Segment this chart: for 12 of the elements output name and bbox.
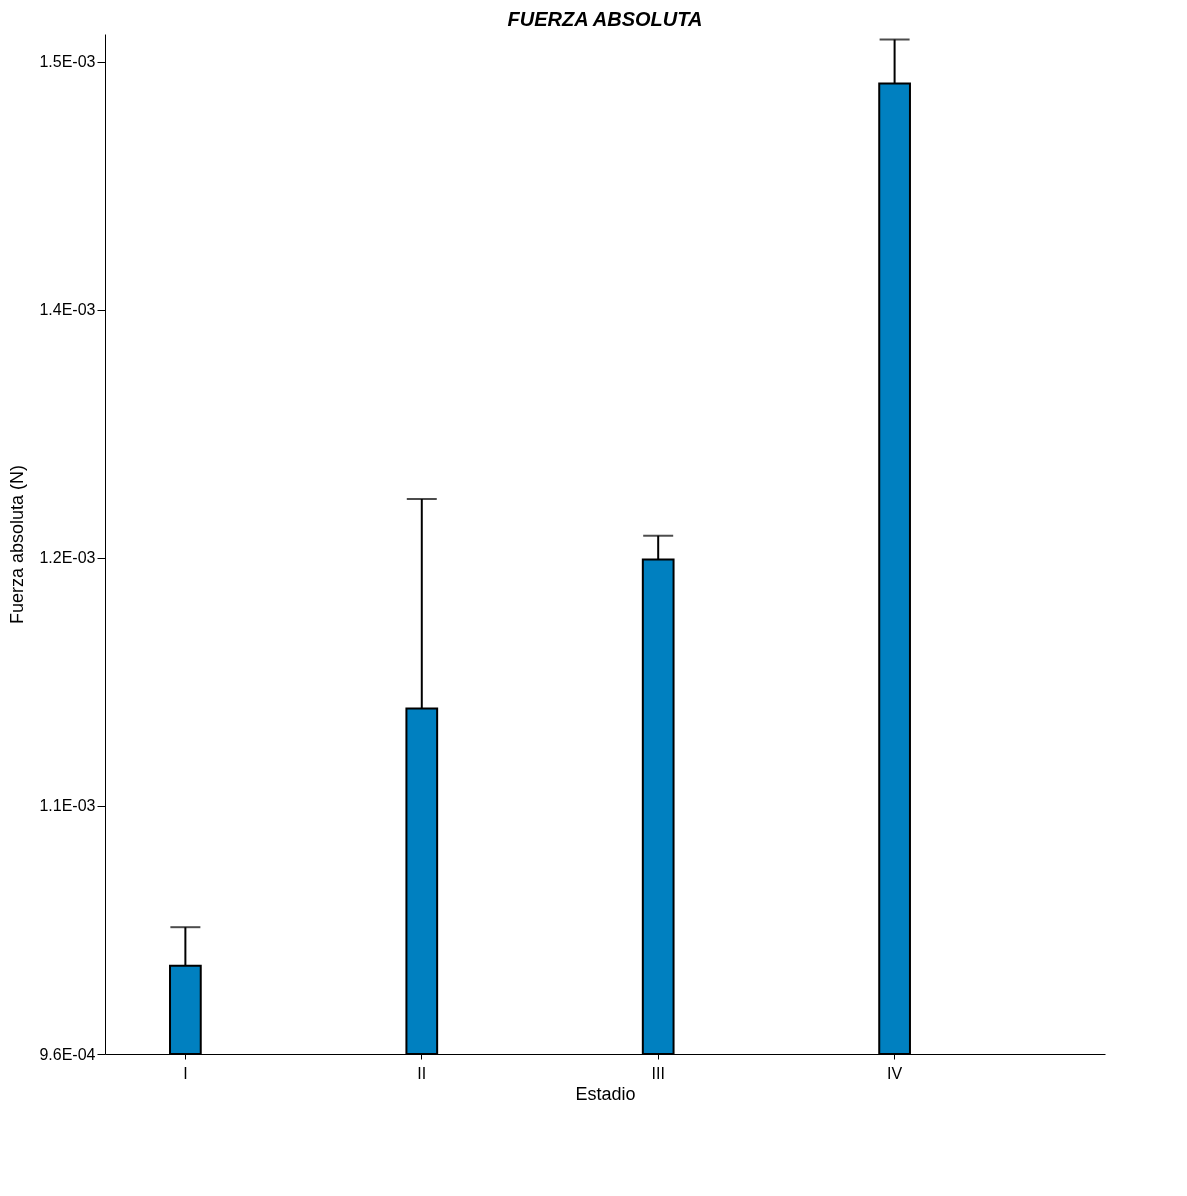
y-tick-label: 1.2E-03 xyxy=(39,549,96,567)
x-tick-label: I xyxy=(183,1064,188,1082)
y-axis-title: Fuerza absoluta (N) xyxy=(7,464,28,625)
y-tick-label: 9.6E-04 xyxy=(39,1045,96,1063)
y-tick-label: 1.1E-03 xyxy=(39,797,96,815)
x-axis-title: Estadio xyxy=(575,1083,636,1104)
y-tick-label: 1.4E-03 xyxy=(39,301,96,319)
x-tick-label: IV xyxy=(887,1064,903,1082)
chart-title: FUERZA ABSOLUTA xyxy=(507,8,703,30)
y-tick-label: 1.5E-03 xyxy=(39,53,96,71)
x-tick-label: III xyxy=(651,1064,665,1082)
x-tick-label: II xyxy=(417,1064,427,1082)
